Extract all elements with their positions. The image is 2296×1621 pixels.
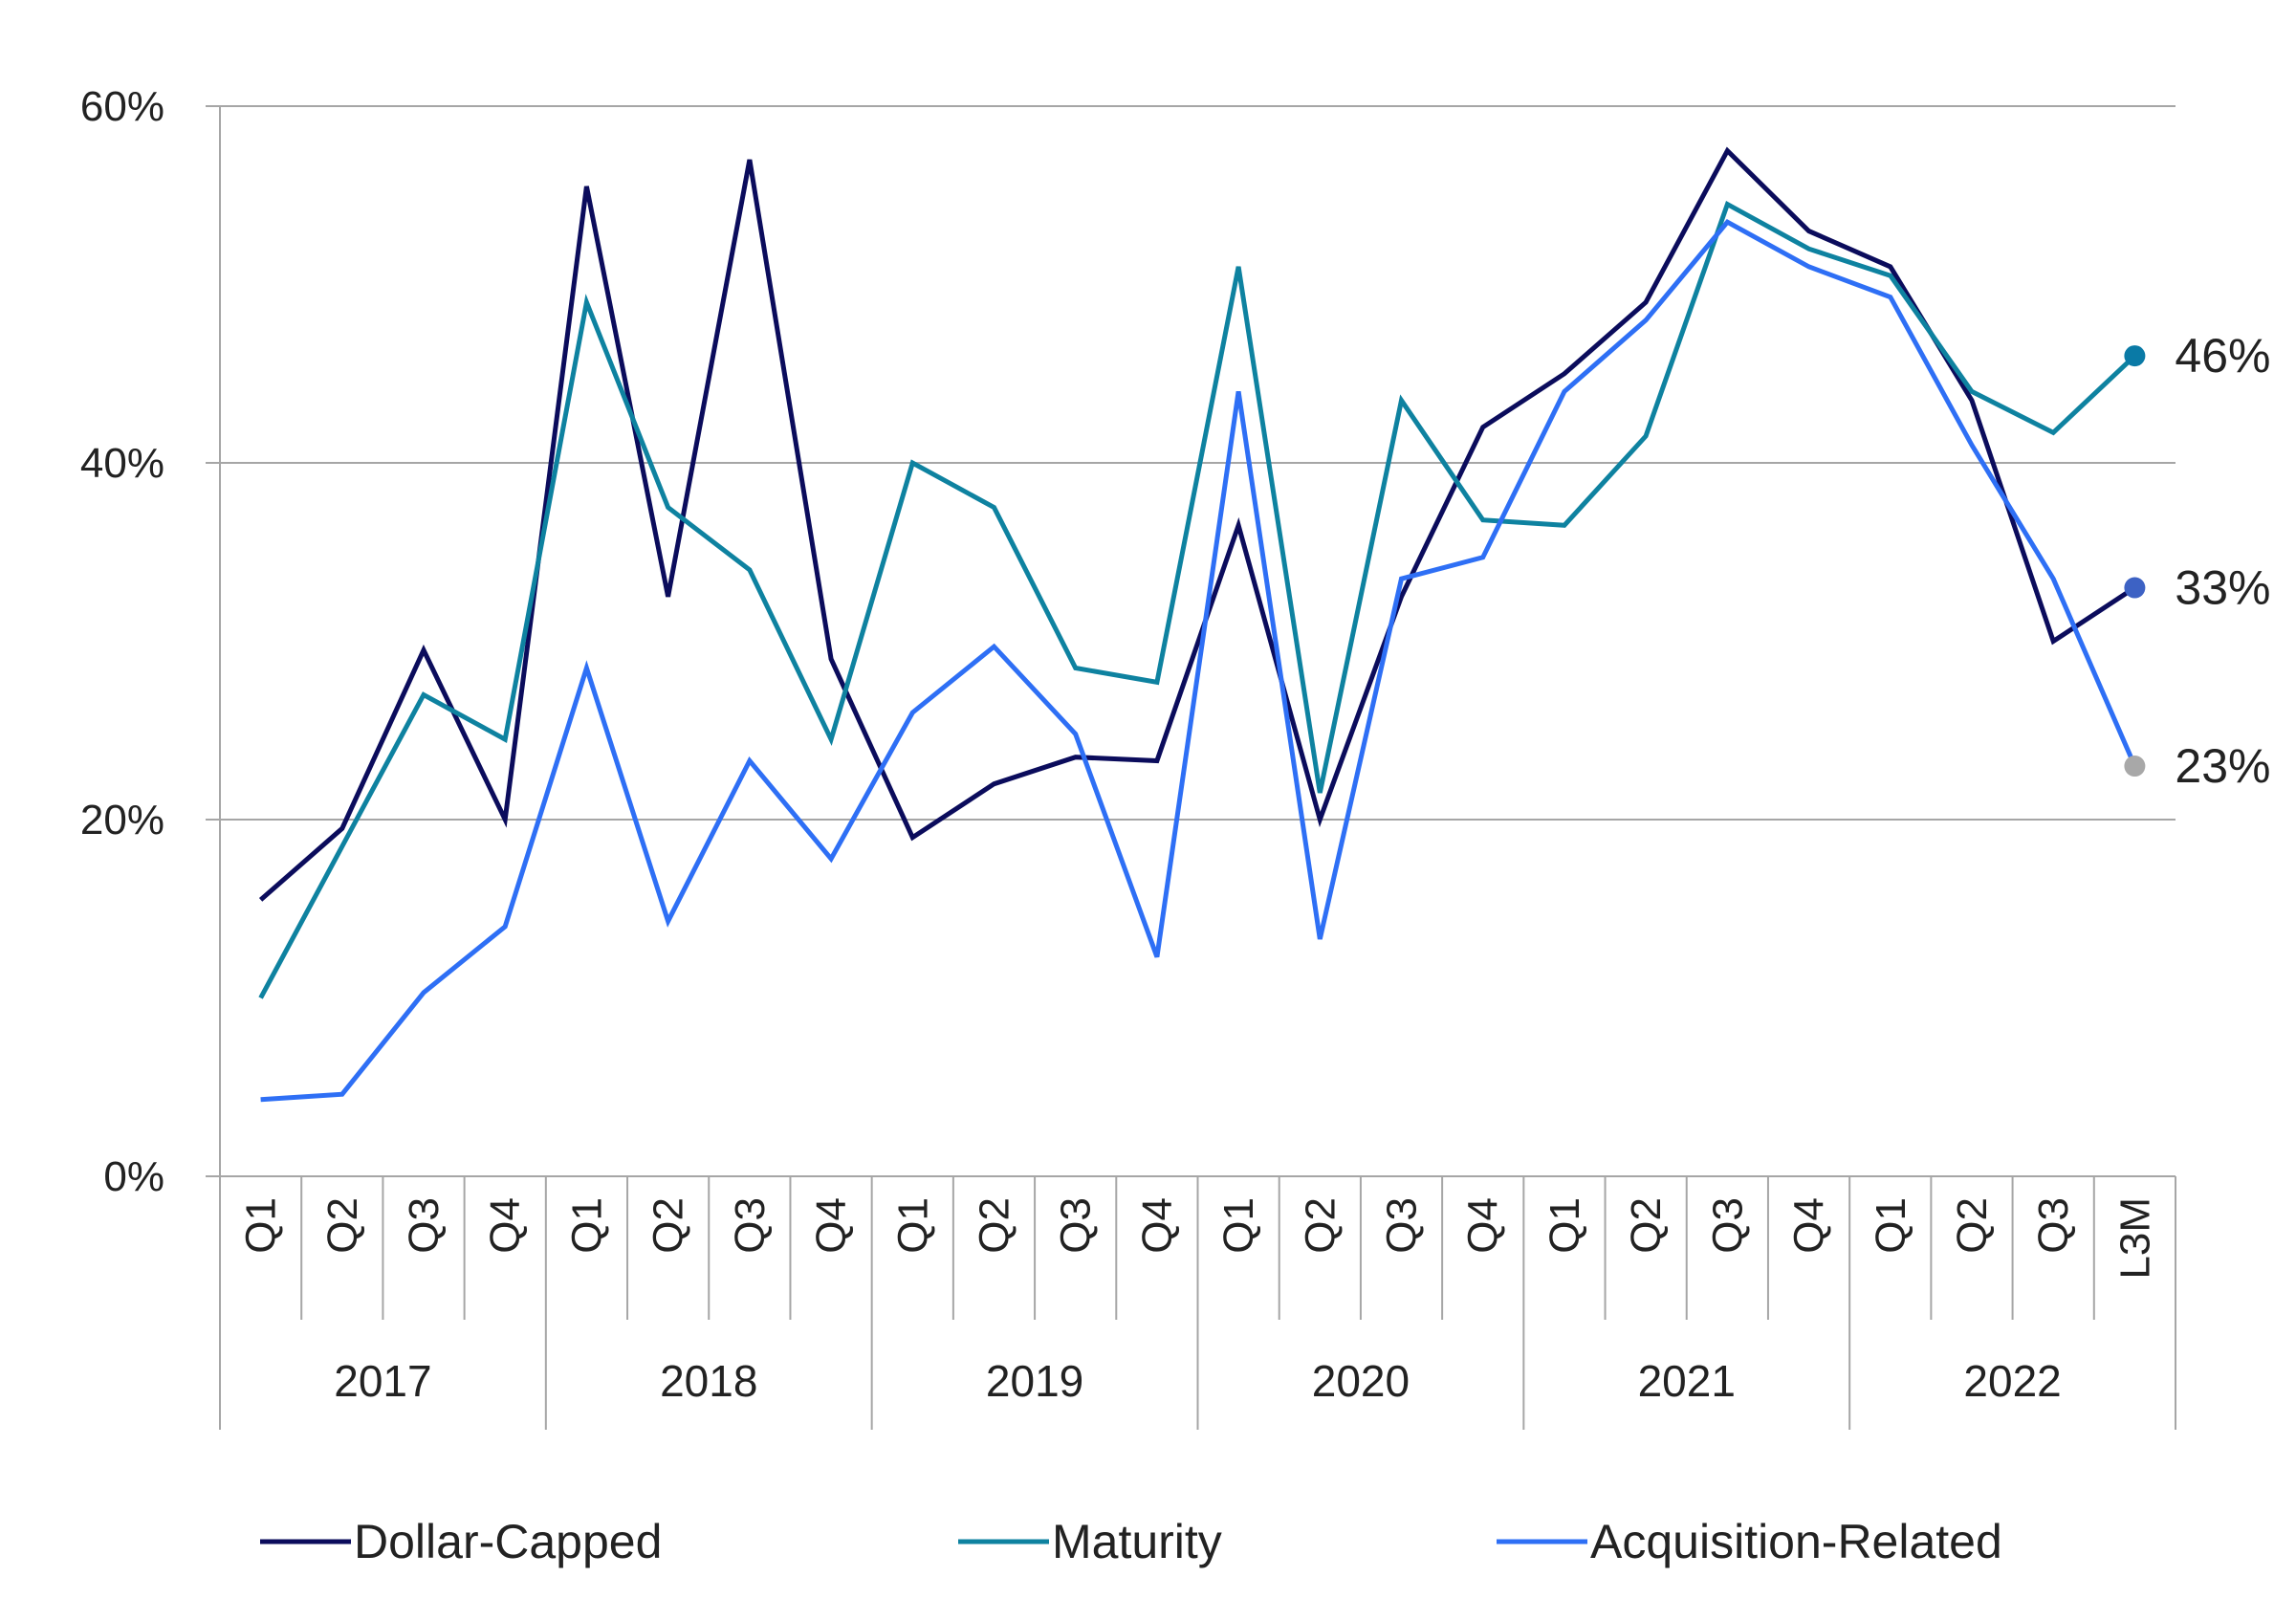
legend-label: Maturity: [1052, 1515, 1222, 1568]
x-group-label: 2021: [1638, 1356, 1736, 1406]
x-group-label: 2018: [660, 1356, 757, 1406]
x-category-label: Q4: [1134, 1197, 1181, 1254]
series-line: [258, 146, 2136, 902]
x-category-label: Q1: [1868, 1197, 1914, 1254]
y-tick-label: 20%: [80, 797, 164, 843]
x-category-label: Q2: [1949, 1197, 1996, 1254]
series-end-label: 33%: [2175, 561, 2270, 615]
x-category-label: Q4: [1786, 1197, 1833, 1254]
x-category-label: Q3: [401, 1197, 448, 1254]
series-end-label: 23%: [2175, 739, 2270, 793]
x-group-label: 2019: [986, 1356, 1083, 1406]
y-tick-label: 40%: [80, 440, 164, 487]
x-category-label: Q4: [808, 1197, 855, 1254]
x-category-label: Q3: [727, 1197, 774, 1254]
legend-label: Dollar-Capped: [354, 1515, 662, 1568]
gridlines: [206, 105, 2176, 1176]
x-category-label: Q3: [1379, 1197, 1426, 1254]
legend-label: Acquisition-Related: [1590, 1515, 2002, 1568]
x-category-label: Q1: [563, 1197, 610, 1254]
series-line: [260, 219, 2137, 1103]
legend: Dollar-Capped Maturity Acquisition-Related: [260, 1515, 2002, 1568]
x-category-label: Q2: [319, 1197, 366, 1254]
x-axis: Q1 Q2 Q3 Q4 Q1 Q2 Q3 Q4 Q1 Q2 Q3 Q4 Q1 Q2 Q3 Q4 Q1 Q2 Q3 Q4…: [206, 1175, 2176, 1430]
x-category-label: Q1: [1542, 1197, 1588, 1254]
x-group-label: 2017: [334, 1356, 431, 1406]
x-group-label: 2020: [1312, 1356, 1410, 1406]
x-category-label: Q2: [971, 1197, 1017, 1254]
x-category-label: Q2: [1623, 1197, 1670, 1254]
x-category-label: Q2: [645, 1197, 692, 1254]
end-markers: 33% 46% 23%: [2124, 329, 2270, 793]
x-category-label: Q2: [1297, 1197, 1344, 1254]
x-category-label: Q3: [2030, 1197, 2077, 1254]
x-group-label: 2022: [1963, 1356, 2061, 1406]
series-end-dot: [2124, 756, 2146, 778]
x-category-label: Q3: [1704, 1197, 1751, 1254]
series-end-label: 46%: [2175, 329, 2270, 383]
x-category-label: Q1: [889, 1197, 936, 1254]
y-axis-ticks: 0% 20% 40% 60%: [80, 83, 164, 1200]
series-end-dot: [2124, 577, 2146, 599]
x-category-label: L3M: [2111, 1197, 2158, 1280]
series-line: [258, 200, 2137, 999]
x-category-label: Q4: [482, 1197, 529, 1254]
y-tick-label: 60%: [80, 83, 164, 130]
x-category-label: Q1: [1215, 1197, 1262, 1254]
x-category-label: Q3: [1053, 1197, 1100, 1254]
series-end-dot: [2124, 345, 2146, 367]
series-lines: [258, 146, 2137, 1103]
x-category-label: Q4: [1460, 1197, 1507, 1254]
x-category-label: Q1: [238, 1197, 285, 1254]
y-tick-label: 0%: [103, 1153, 164, 1200]
